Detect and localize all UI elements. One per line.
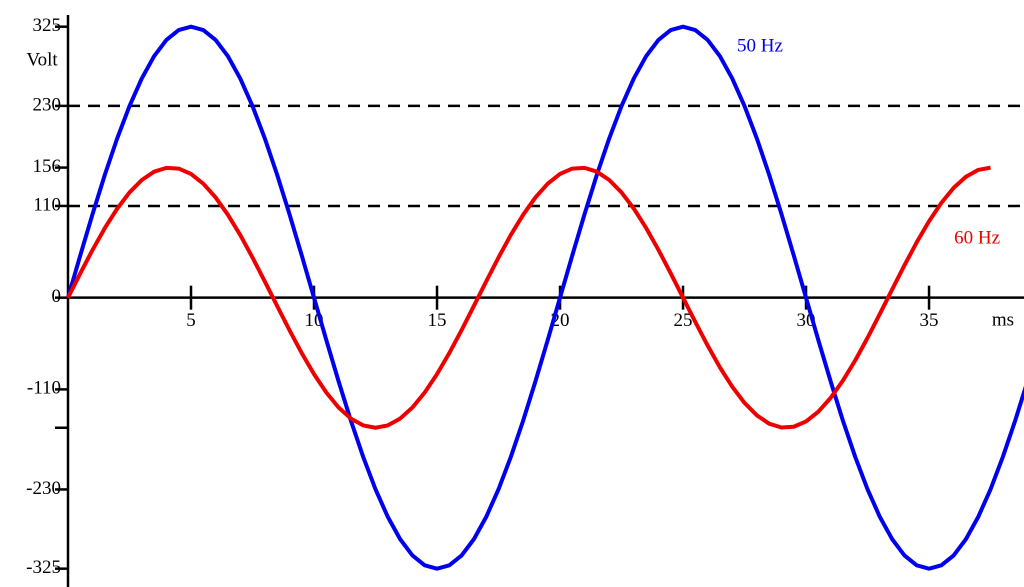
series-line [66,24,1024,571]
legend-label: 60 Hz [954,227,1000,248]
legend-label: 50 Hz [737,35,783,56]
y-tick-label: -325 [26,557,61,578]
x-tick-label: 15 [428,310,447,331]
y-tick-label: 0 [52,286,62,307]
y-tick-label: 110 [33,194,61,215]
y-tick-label: 325 [33,15,62,36]
y-tick-label: -230 [26,478,61,499]
x-tick-label: 35 [920,310,939,331]
x-tick-label: 5 [186,310,196,331]
y-tick-label: -110 [27,378,61,399]
x-axis-label: ms [992,309,1014,330]
y-axis-label: Volt [26,49,58,70]
y-tick-label: 230 [33,94,62,115]
series-line [66,165,991,430]
y-tick-label: 156 [33,156,62,177]
x-tick-label: 25 [674,310,693,331]
